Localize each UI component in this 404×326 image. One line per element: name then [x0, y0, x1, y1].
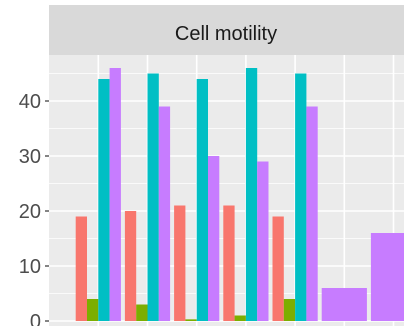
bar	[87, 299, 99, 321]
y-tick-label: 10	[19, 256, 41, 278]
y-tick-label: 0	[30, 311, 41, 326]
bar	[147, 73, 159, 321]
bar	[257, 161, 269, 321]
bar	[109, 68, 121, 321]
bar	[245, 68, 258, 321]
y-tick-label: 30	[19, 146, 41, 168]
bar	[223, 205, 235, 321]
bar	[75, 216, 87, 321]
bar	[234, 315, 246, 321]
facet-strip	[49, 5, 404, 55]
bar	[98, 79, 110, 321]
bar	[306, 106, 318, 321]
bar	[370, 233, 404, 321]
bar	[158, 106, 171, 321]
bar	[185, 319, 197, 321]
bar	[272, 216, 284, 321]
bar	[124, 211, 137, 321]
facet-title: Cell motility	[175, 23, 277, 45]
y-tick-label: 40	[19, 91, 41, 113]
y-axis: 0 10 20 30 40	[19, 91, 49, 326]
bar	[196, 79, 208, 321]
bar-layer	[75, 68, 404, 321]
bar	[321, 288, 367, 321]
bar	[208, 156, 220, 321]
bar	[136, 304, 148, 321]
y-tick-label: 20	[19, 201, 41, 223]
bar	[295, 73, 307, 321]
bar	[283, 299, 296, 321]
bar	[174, 205, 186, 321]
